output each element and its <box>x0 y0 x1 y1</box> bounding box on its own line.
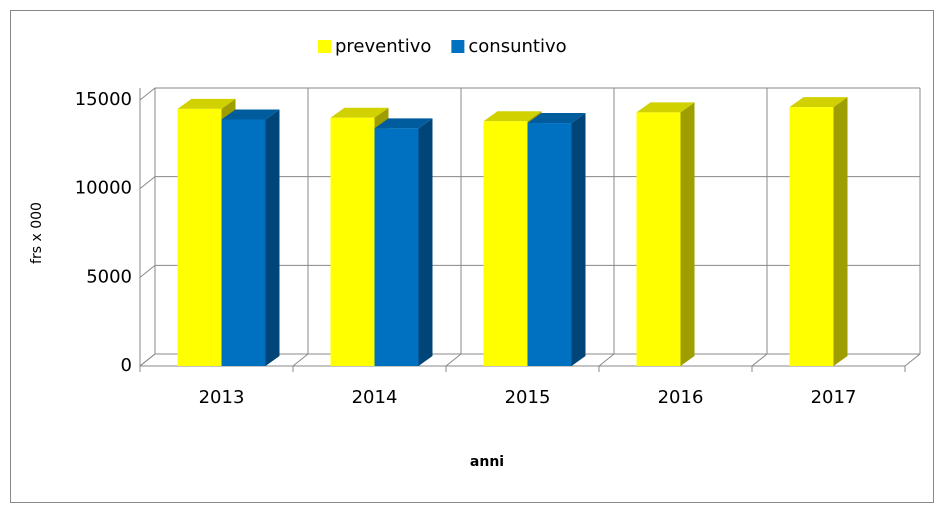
bar <box>221 119 266 366</box>
floor-line <box>751 353 768 367</box>
floor-line <box>292 353 309 367</box>
legend-label: preventivo <box>335 36 431 57</box>
grid-diag <box>139 176 156 190</box>
bar-side <box>418 118 433 366</box>
bar <box>527 123 572 366</box>
x-tick-label: 2013 <box>199 387 245 408</box>
bar-top <box>636 102 695 113</box>
bar-top <box>789 97 848 108</box>
bar <box>374 128 419 366</box>
bar-top <box>221 109 280 120</box>
bar <box>636 112 681 366</box>
bar-top <box>177 98 236 109</box>
bar-side <box>680 102 695 366</box>
y-tick-label: 5000 <box>86 266 132 287</box>
bar-top <box>483 111 542 122</box>
chart-border <box>10 10 934 503</box>
grid-diag <box>139 87 156 101</box>
x-tick-label: 2014 <box>352 387 398 408</box>
x-tick-label: 2017 <box>811 387 857 408</box>
floor-line <box>598 353 615 367</box>
bar-top <box>330 107 389 118</box>
bar <box>483 121 528 366</box>
bar-side <box>833 97 848 367</box>
floor-line <box>904 353 921 367</box>
y-tick-label: 10000 <box>75 178 132 199</box>
bar <box>330 117 375 366</box>
grid-diag <box>139 353 156 367</box>
grid-diag <box>139 264 156 278</box>
y-tick-label: 15000 <box>75 89 132 110</box>
legend-label: consuntivo <box>468 36 566 57</box>
bar <box>177 108 222 366</box>
bar <box>789 107 834 367</box>
floor-line <box>445 353 462 367</box>
legend-swatch <box>318 40 331 53</box>
y-axis-title: frs x 000 <box>29 202 45 264</box>
x-axis-title: anni <box>470 454 504 470</box>
bar-side <box>265 109 280 367</box>
x-tick-label: 2016 <box>658 387 704 408</box>
legend-swatch <box>451 40 465 53</box>
bar-side <box>571 113 586 366</box>
bar-top <box>374 118 433 129</box>
x-tick-label: 2015 <box>505 387 551 408</box>
bar-top <box>527 113 586 124</box>
y-tick-label: 0 <box>121 355 132 376</box>
